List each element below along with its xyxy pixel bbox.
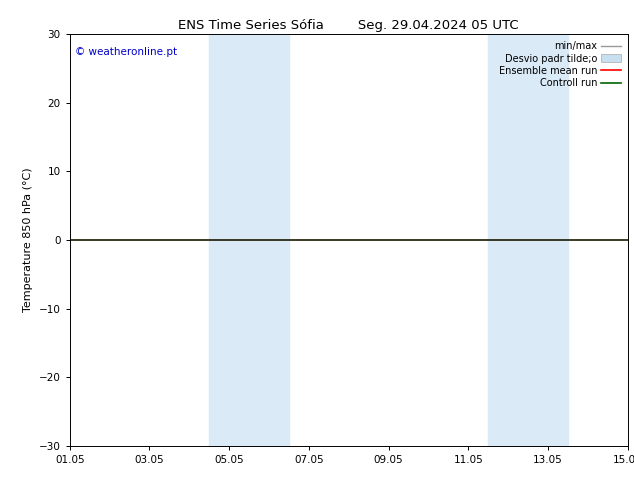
Bar xyxy=(488,34,568,446)
Text: © weatheronline.pt: © weatheronline.pt xyxy=(75,47,178,57)
Legend: min/max, Desvio padr tilde;o, Ensemble mean run, Controll run: min/max, Desvio padr tilde;o, Ensemble m… xyxy=(497,39,623,90)
Bar xyxy=(209,34,289,446)
Title: ENS Time Series Sófia        Seg. 29.04.2024 05 UTC: ENS Time Series Sófia Seg. 29.04.2024 05… xyxy=(178,19,519,32)
Y-axis label: Temperature 850 hPa (°C): Temperature 850 hPa (°C) xyxy=(23,168,33,313)
